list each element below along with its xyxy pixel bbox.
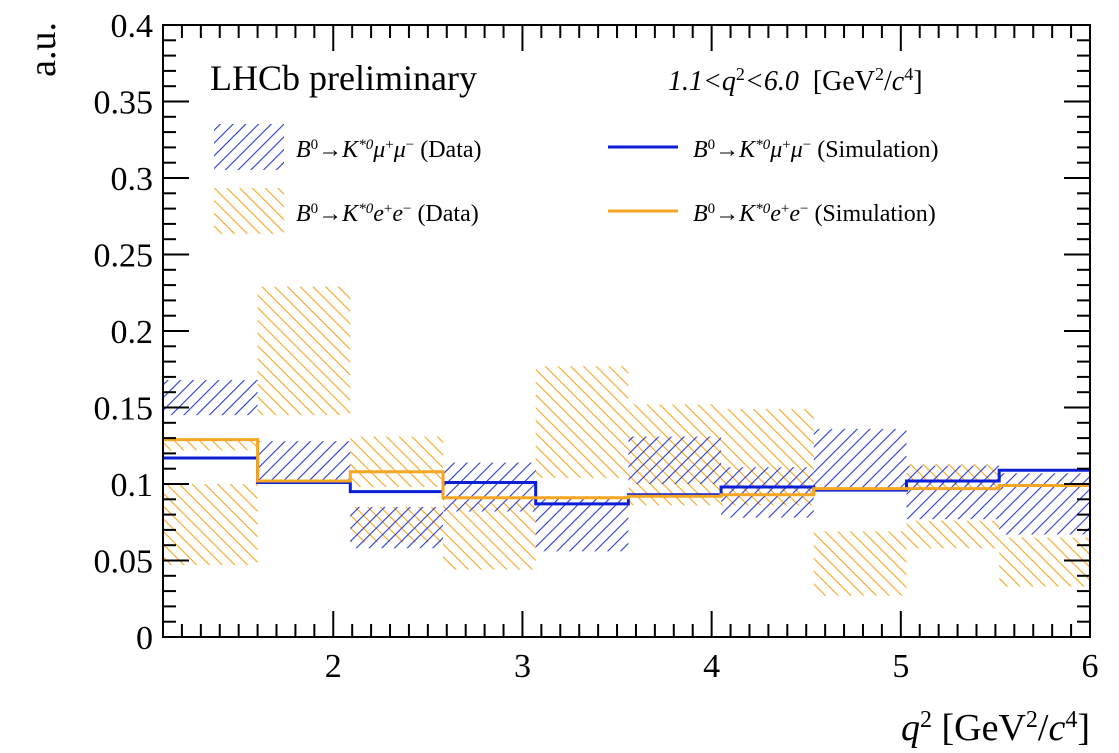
band-mumu-data-bin-6	[721, 467, 814, 518]
band-mumu-data-bin-0	[163, 379, 258, 416]
band-mumu-data-bin-7	[813, 428, 907, 489]
x-tick-label: 5	[892, 648, 909, 685]
legend-swatch-ee-data	[214, 188, 284, 234]
step-line-ee-simulation	[163, 438, 1090, 500]
step-line-mumu-simulation	[163, 456, 1090, 506]
y-tick-label: 0.3	[111, 161, 154, 198]
axis-ticks	[162, 24, 1091, 638]
band-mumu-data-bin-2	[350, 506, 443, 549]
y-tick-label: 0.4	[111, 8, 154, 45]
x-tick-label: 2	[325, 648, 342, 685]
legend-label-mumu-data: B0→K*0μ+μ− (Data)	[296, 137, 482, 163]
x-axis-title: q2 [GeV2/c4]	[901, 707, 1090, 749]
band-ee-data-bin-0-0	[163, 484, 258, 566]
y-tick-label: 0.15	[94, 391, 154, 428]
band-mumu-data-bin-1	[257, 441, 351, 484]
band-ee-data-bin-1-0	[257, 286, 351, 416]
legend-label-mumu-sim: B0→K*0μ+μ− (Simulation)	[693, 137, 939, 163]
band-mumu-data-bin-3	[442, 462, 536, 512]
data-bands	[163, 286, 1090, 596]
y-tick-label: 0.35	[94, 85, 154, 122]
band-ee-data-bin-4-0	[535, 366, 629, 478]
band-ee-data-bin-9-0	[999, 537, 1090, 587]
legend-swatch-mumu-data	[214, 124, 284, 170]
y-tick-label: 0.1	[111, 467, 154, 504]
experiment-label: LHCb preliminary	[210, 58, 477, 98]
y-tick-label: 0.25	[94, 238, 154, 275]
legend-label-ee-data: B0→K*0e+e− (Data)	[296, 201, 479, 227]
x-tick-label: 4	[703, 648, 720, 685]
band-ee-data-bin-2-0	[350, 436, 443, 488]
x-tick-label: 6	[1082, 648, 1099, 685]
y-tick-label: 0.2	[111, 314, 154, 351]
q2-range-label: 1.1<q2<6.0 [GeV2/c4]	[668, 64, 923, 97]
x-tick-label: 3	[514, 648, 531, 685]
y-axis-title: a.u.	[22, 22, 64, 77]
y-tick-label: 0.05	[94, 544, 154, 581]
y-tick-label: 0	[136, 620, 153, 657]
legend-label-ee-sim: B0→K*0e+e− (Simulation)	[693, 201, 936, 227]
band-ee-data-bin-7-0	[813, 531, 907, 596]
band-ee-data-bin-0-1	[163, 438, 258, 451]
band-ee-data-bin-8-0	[906, 520, 1000, 549]
band-ee-data-bin-3-0	[442, 502, 536, 570]
band-mumu-data-bin-9	[999, 473, 1090, 535]
axis-tick-labels: 2 3 4 5 6 0 0.05 0.1 0.15 0.2 0.25 0.3 0.35 0.4	[94, 8, 1099, 685]
simulation-histograms	[163, 438, 1090, 506]
band-mumu-data-bin-5	[628, 436, 722, 484]
band-mumu-data-bin-8	[906, 465, 1000, 520]
legend: B0→K*0μ+μ− (Data) B0→K*0e+e− (Data) B0→K…	[214, 124, 939, 234]
band-mumu-data-bin-4	[535, 496, 629, 552]
